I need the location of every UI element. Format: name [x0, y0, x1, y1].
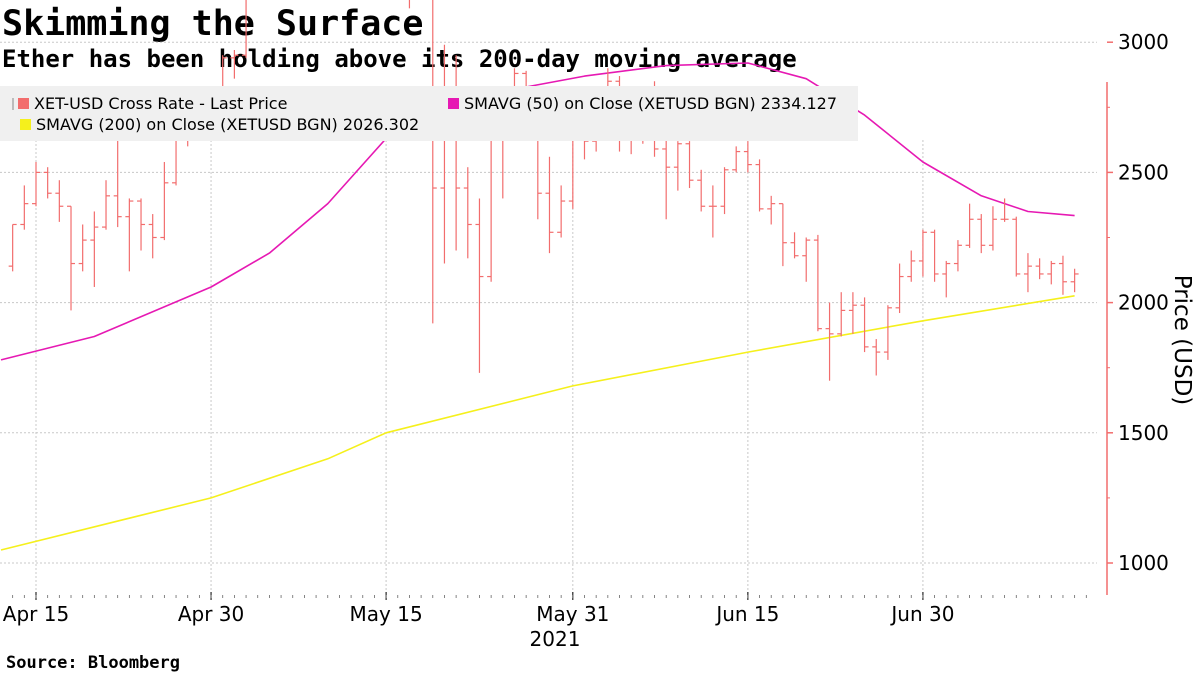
- price-bar: [988, 206, 997, 251]
- price-bar: [230, 50, 239, 79]
- price-bar: [743, 141, 752, 173]
- price-bar: [825, 302, 834, 381]
- y-axis: 10001500200025003000350040004500: [1106, 30, 1169, 595]
- price-bar: [860, 297, 869, 353]
- price-bar: [918, 229, 927, 277]
- legend-swatch-sma50: [448, 98, 459, 109]
- price-bar: [872, 339, 881, 376]
- price-bar: [43, 167, 52, 199]
- price-bar: [1023, 253, 1032, 293]
- x-tick-label: Jun 15: [714, 602, 779, 626]
- x-tick-label: May 15: [350, 602, 423, 626]
- price-bar: [102, 180, 111, 230]
- x-axis-year-label: 2021: [530, 627, 581, 651]
- price-bar: [1047, 260, 1056, 285]
- price-bar: [720, 167, 729, 215]
- y-tick-label: 1000: [1118, 551, 1169, 575]
- price-bar: [475, 198, 484, 373]
- price-bar: [708, 185, 717, 238]
- price-bar: [55, 180, 64, 222]
- y-tick-label: 1500: [1118, 421, 1169, 445]
- moving-average-lines: [0, 62, 1075, 551]
- price-bar: [1035, 258, 1044, 280]
- price-bar: [662, 138, 671, 220]
- price-bar: [685, 141, 694, 189]
- price-bar: [848, 292, 857, 334]
- price-bar: [160, 161, 169, 241]
- legend-label-sma50: SMAVG (50) on Close (XETUSD BGN) 2334.12…: [464, 94, 837, 113]
- price-bar: [1070, 268, 1079, 293]
- y-tick-label: 2000: [1118, 291, 1169, 315]
- price-bar: [32, 161, 40, 207]
- source-note: Source: Bloomberg: [6, 653, 180, 673]
- chart-title: Skimming the Surface: [2, 4, 424, 44]
- x-axis: Apr 15 Apr 30 May 15 May 31 Jun 15 Jun 30: [3, 592, 1087, 626]
- price-bar: [148, 214, 157, 259]
- price-bar: [673, 141, 682, 191]
- legend-swatch-price: [18, 98, 29, 109]
- price-bar: [113, 138, 122, 228]
- chart-subtitle: Ether has been holding above its 200-day…: [2, 45, 797, 73]
- price-bar: [137, 198, 146, 251]
- price-bar: [837, 292, 846, 337]
- price-bar: [767, 195, 776, 225]
- price-bar: [78, 224, 87, 272]
- price-bar: [463, 167, 472, 259]
- price-bar: [697, 169, 706, 212]
- y-tick-label: 3000: [1118, 30, 1169, 54]
- x-tick-label: Jun 30: [889, 602, 954, 626]
- price-bar: [977, 214, 986, 254]
- series-line-sma200: [0, 295, 1075, 551]
- legend-background: [0, 86, 858, 141]
- price-bar: [907, 250, 916, 282]
- price-bar: [1000, 198, 1009, 222]
- y-axis-title: Price (USD): [1169, 275, 1195, 406]
- price-bar: [732, 146, 741, 173]
- legend-label-price: XET-USD Cross Rate - Last Price: [34, 94, 287, 113]
- price-bars: [8, 0, 1079, 381]
- price-bar: [1012, 216, 1021, 277]
- price-bar: [452, 55, 461, 251]
- legend: XET-USD Cross Rate - Last Price SMAVG (50…: [0, 86, 858, 141]
- price-bar: [67, 205, 76, 311]
- price-bar: [440, 44, 449, 264]
- x-tick-label: Apr 15: [3, 602, 69, 626]
- legend-label-sma200: SMAVG (200) on Close (XETUSD BGN) 2026.3…: [36, 115, 419, 134]
- series-line-sma50: [0, 62, 1075, 361]
- price-bar: [755, 159, 764, 212]
- price-bar: [545, 156, 554, 254]
- price-bar: [790, 232, 799, 259]
- price-bar: [1058, 255, 1067, 295]
- x-tick-label: May 31: [536, 602, 609, 626]
- price-bar: [895, 263, 904, 314]
- price-bar: [487, 135, 496, 282]
- price-bar: [802, 237, 811, 282]
- price-bar: [125, 198, 134, 272]
- price-bar: [432, 0, 437, 324]
- price-bar: [930, 229, 939, 282]
- price-bar: [20, 185, 29, 230]
- price-bar: [8, 223, 17, 272]
- price-bar: [778, 203, 787, 267]
- x-tick-label: Apr 30: [178, 602, 244, 626]
- price-bar: [813, 234, 822, 332]
- price-bar: [942, 260, 951, 298]
- price-bar: [965, 203, 974, 248]
- price-bar: [242, 0, 247, 58]
- price-bar: [883, 305, 892, 360]
- price-bar: [90, 211, 99, 287]
- gridlines: [0, 41, 1097, 595]
- y-tick-label: 2500: [1118, 160, 1169, 184]
- legend-swatch-sma200: [20, 119, 31, 130]
- price-bar: [557, 185, 566, 238]
- price-bar: [408, 0, 411, 9]
- price-bar: [953, 240, 962, 272]
